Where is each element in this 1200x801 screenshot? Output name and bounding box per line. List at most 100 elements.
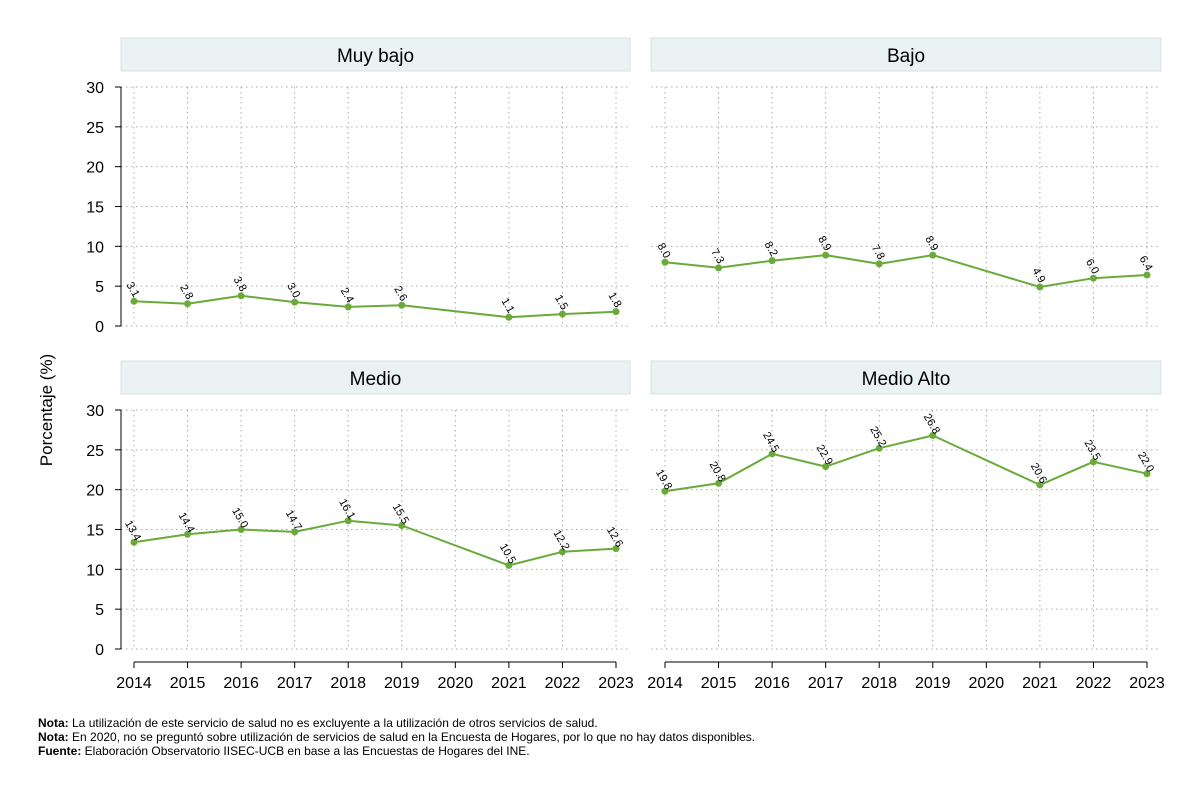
panel-1-data-point: [1143, 271, 1151, 279]
panel-0-data-point: [558, 310, 566, 318]
panel-2-x-tick-label: 2021: [491, 675, 527, 692]
panel-3-data-point: [929, 431, 937, 439]
panel-0-y-tick-label: 25: [86, 120, 104, 137]
panel-0-y-tick-label: 5: [95, 279, 104, 296]
panel-3-data-label: 25.2: [867, 424, 888, 449]
panel-2-data-point: [344, 517, 352, 525]
panel-0-title: Muy bajo: [337, 46, 414, 67]
panel-2-title: Medio: [350, 369, 402, 390]
panel-0-y-tick-label: 10: [86, 239, 104, 256]
panel-0-data-label: 2.4: [338, 286, 356, 305]
panel-1-data-point: [715, 264, 723, 272]
panel-3-data-label: 23.5: [1081, 438, 1102, 463]
note-1-label: Nota:: [38, 716, 69, 730]
panel-2-data-point: [291, 528, 299, 536]
panel-1-data-point: [661, 258, 669, 266]
panel-2-data-label: 12.6: [604, 525, 625, 550]
panel-3-x-tick-label: 2014: [647, 675, 683, 692]
panel-0-data-point: [130, 297, 138, 305]
panel-1-data-label: 8.9: [922, 234, 940, 253]
panel-0-data-point: [184, 300, 192, 308]
panel-2-y-tick-label: 5: [95, 602, 104, 619]
panel-1-data-label: 7.3: [708, 247, 726, 266]
panel-3-data-point: [822, 463, 830, 471]
panel-2-data-label: 14.7: [283, 508, 304, 533]
panel-0-y-tick-label: 20: [86, 160, 104, 177]
panel-0-data-label: 3.1: [124, 280, 142, 299]
panel-3-x-tick-label: 2015: [701, 675, 737, 692]
panel-1-strip: [650, 37, 1162, 72]
panel-0-data-point: [505, 313, 513, 321]
panel-2-strip: [120, 360, 631, 395]
panel-2-x-tick-label: 2016: [223, 675, 259, 692]
panel-3-x-tick-label: 2016: [754, 675, 790, 692]
panel-3-x-tick-label: 2023: [1129, 675, 1165, 692]
panel-0-y-tick-label: 30: [86, 80, 104, 97]
panel-2-data-label: 15.0: [229, 506, 250, 531]
panel-2-y-tick-label: 10: [86, 562, 104, 579]
panel-2-x-tick-label: 2023: [598, 675, 634, 692]
panel-0-strip: [120, 37, 631, 72]
panel-2-x-tick-label: 2015: [170, 675, 206, 692]
panel-3-x-tick-label: 2022: [1076, 675, 1112, 692]
panel-0-data-point: [612, 308, 620, 316]
panel-0-data-label: 2.6: [391, 284, 409, 303]
panel-1-data-label: 8.9: [815, 234, 833, 253]
panel-3-data-point: [661, 487, 669, 495]
source-line: Fuente: Elaboración Observatorio IISEC-U…: [38, 744, 755, 758]
panel-2-data-point: [184, 530, 192, 538]
panel-3-x-tick-label: 2021: [1022, 675, 1058, 692]
panel-2-data-point: [612, 545, 620, 553]
panel-3-x-tick-label: 2020: [969, 675, 1005, 692]
panel-3-data-point: [768, 450, 776, 458]
panel-2-data-point: [130, 538, 138, 546]
panel-2-data-point: [237, 526, 245, 533]
panel-1-data-label: 6.4: [1137, 254, 1155, 273]
panel-1-data-label: 7.8: [869, 243, 887, 262]
panel-0-data-label: 1.8: [606, 291, 624, 310]
panel-0-data-label: 1.1: [498, 296, 516, 315]
panel-1-title: Bajo: [887, 46, 925, 67]
panel-1-data-point: [875, 260, 883, 268]
chart-notes: Nota: La utilización de este servicio de…: [38, 716, 755, 758]
panel-2-y-tick-label: 0: [95, 642, 104, 659]
panel-1-series-line: [664, 254, 1148, 288]
panel-0-series-line: [133, 294, 617, 319]
panel-3-data-label: 26.8: [921, 412, 942, 437]
panel-3-x-tick-label: 2019: [915, 675, 951, 692]
panel-3-data-label: 19.8: [653, 467, 674, 492]
panel-1-data-label: 8.0: [655, 241, 673, 260]
panel-2-x-tick-label: 2019: [384, 675, 420, 692]
panel-3-x-tick-label: 2018: [861, 675, 897, 692]
panel-2-x-tick-label: 2022: [545, 675, 581, 692]
panel-3-data-point: [875, 444, 883, 452]
panel-2-x-tick-label: 2014: [116, 675, 152, 692]
panel-3-series-line: [664, 434, 1148, 493]
note-line-1: Nota: La utilización de este servicio de…: [38, 716, 755, 730]
panel-0-data-label: 3.0: [284, 281, 302, 300]
note-2-label: Nota:: [38, 730, 69, 744]
panel-2-data-label: 13.4: [122, 518, 143, 543]
panel-1-data-label: 4.9: [1029, 266, 1047, 285]
panel-3-data-point: [1036, 481, 1044, 489]
panel-3-data-point: [1089, 458, 1097, 466]
y-axis-label: Porcentaje (%): [37, 354, 56, 466]
panel-2-y-tick-label: 20: [86, 483, 104, 500]
panel-1-data-label: 6.0: [1083, 257, 1101, 276]
panel-3-strip: [650, 360, 1162, 395]
panel-1-data-point: [822, 251, 830, 259]
panel-3-data-point: [1143, 470, 1151, 478]
source-text: Elaboración Observatorio IISEC-UCB en ba…: [81, 744, 530, 758]
panel-1-data-point: [929, 251, 937, 259]
panel-2-data-point: [558, 548, 566, 556]
panel-3-data-point: [715, 479, 723, 487]
panel-2-data-point: [505, 561, 513, 569]
panel-1-data-label: 8.2: [762, 240, 780, 259]
panel-0-data-label: 2.8: [177, 283, 195, 302]
panel-3-x-tick-label: 2017: [808, 675, 844, 692]
panel-0-data-point: [398, 301, 406, 309]
panel-0-data-label: 1.5: [552, 293, 570, 312]
panel-0-data-label: 3.8: [231, 275, 249, 294]
note-2-text: En 2020, no se preguntó sobre utilizació…: [68, 730, 756, 744]
note-line-2: Nota: En 2020, no se preguntó sobre util…: [38, 730, 755, 744]
